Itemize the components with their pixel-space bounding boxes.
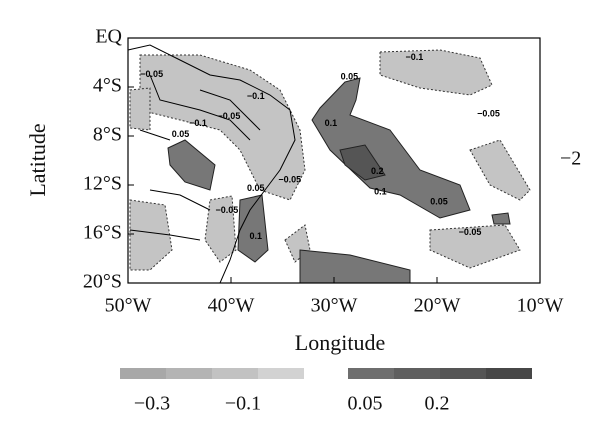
contour-label: 0.05 [172, 129, 190, 139]
positive-region [237, 194, 269, 263]
y-tick-label: 8°S [93, 124, 122, 146]
x-tick-label: 50°W [105, 295, 152, 317]
contour-label: 0.1 [374, 187, 387, 197]
negative-region [429, 224, 521, 269]
positive-region [491, 212, 511, 225]
y-tick-label: 16°S [83, 222, 122, 244]
contour-label: −0.05 [218, 111, 241, 121]
contour-label: −0.1 [405, 52, 423, 62]
x-tick-label: 20°W [414, 295, 461, 317]
y-tick-label: 4°S [93, 75, 122, 97]
contour-label: 0.1 [325, 118, 338, 128]
x-tick-label: 10°W [517, 295, 564, 317]
colorbar-label: −0.3 [134, 393, 170, 415]
positive-region [299, 249, 411, 284]
negative-region [379, 49, 493, 96]
negative-region [129, 199, 173, 271]
contour-label: −0.05 [215, 205, 238, 215]
x-tick-label: 30°W [311, 295, 358, 317]
y-tick-label: 12°S [83, 173, 122, 195]
contour-label: −0.05 [278, 174, 301, 184]
positive-region [167, 139, 216, 191]
side-label: −2 [560, 148, 581, 170]
contour-label: 0.05 [341, 72, 359, 82]
colorbar-label: 0.2 [425, 393, 450, 415]
colorbar-swatch [258, 368, 304, 379]
colorbar-swatch [120, 368, 166, 379]
positive-region [311, 77, 471, 219]
positive-region [339, 144, 386, 181]
negative-region [204, 195, 237, 263]
x-axis-label: Longitude [295, 330, 385, 355]
contour-label: −0.05 [477, 108, 500, 118]
contour-label: −0.1 [189, 118, 207, 128]
colorbar-swatch [348, 368, 394, 379]
colorbar-label: −0.1 [225, 393, 261, 415]
colorbar-swatch [486, 368, 532, 379]
colorbar-label: 0.05 [348, 393, 383, 415]
x-tick-label: 40°W [208, 295, 255, 317]
contour-label: −0.05 [459, 227, 482, 237]
negative-region [469, 139, 531, 201]
negative-region [139, 54, 306, 201]
contour-label: 0.05 [247, 183, 265, 193]
colorbar-swatch [166, 368, 212, 379]
contour-label: 0.05 [430, 197, 448, 207]
colorbar-swatch [394, 368, 440, 379]
y-tick-label: EQ [95, 26, 122, 48]
y-tick-label: 20°S [83, 271, 122, 293]
coastline [127, 44, 296, 284]
colorbar-swatch [212, 368, 258, 379]
contour-label: −0.05 [140, 69, 163, 79]
negative-region [129, 87, 151, 131]
y-axis-label: Latitude [25, 123, 50, 196]
contour-fills [127, 44, 531, 284]
contour-label: −0.1 [247, 91, 265, 101]
contour-label: 0.1 [249, 231, 262, 241]
contour-label: 0.2 [371, 166, 384, 176]
colorbar-swatch [440, 368, 486, 379]
